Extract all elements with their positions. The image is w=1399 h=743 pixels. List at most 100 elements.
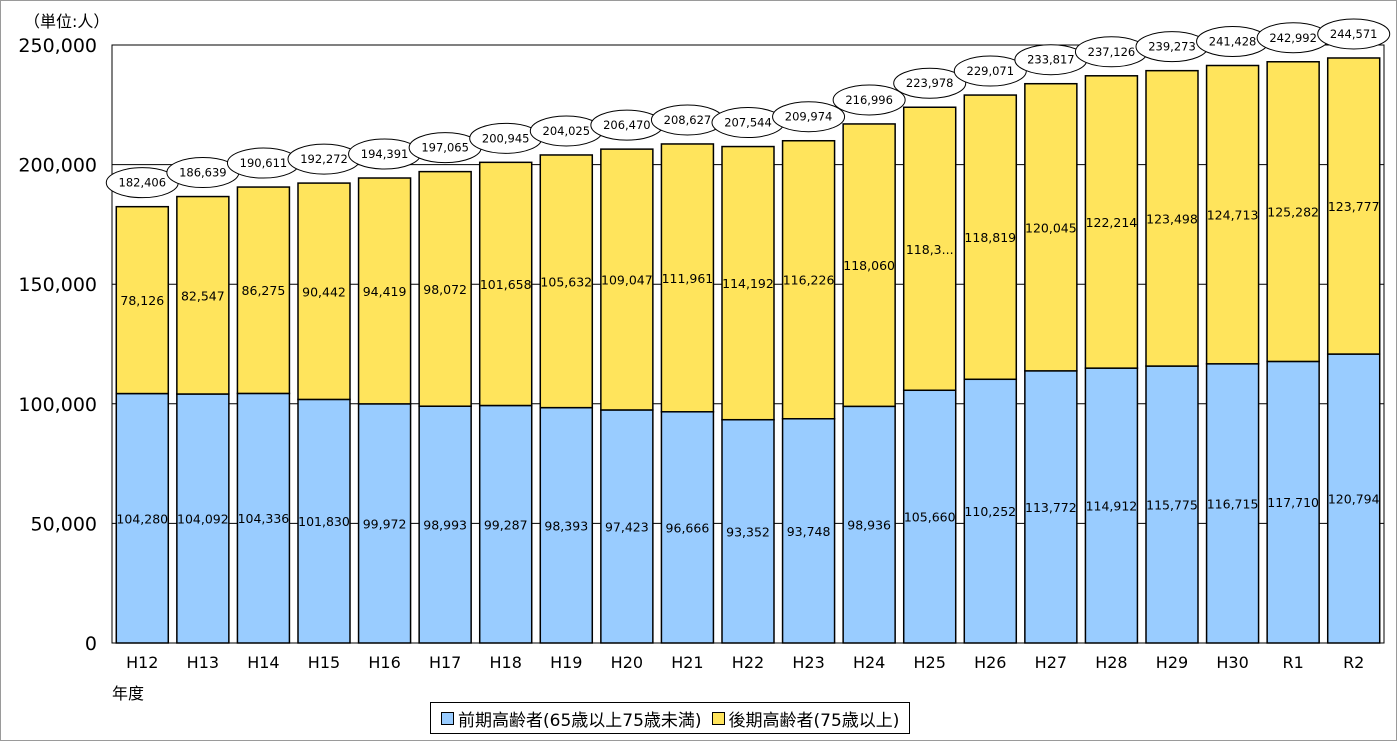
data-label-early-elderly: 115,775 — [1146, 498, 1198, 513]
data-label-late-elderly: 98,072 — [423, 282, 467, 297]
total-label: 207,544 — [724, 116, 772, 130]
data-label-early-elderly: 96,666 — [666, 520, 710, 535]
bar-early-elderly — [1326, 353, 1381, 644]
bar-early-elderly — [357, 403, 412, 644]
legend-label-late-elderly: 後期高齢者(75歳以上) — [728, 710, 900, 731]
data-label-early-elderly: 105,660 — [904, 510, 956, 525]
total-label: 206,470 — [603, 118, 651, 132]
x-tick-label: H29 — [1156, 653, 1188, 672]
legend-item-late-elderly: 後期高齢者(75歳以上) — [711, 706, 900, 731]
bar-late-elderly — [539, 154, 594, 409]
bar-early-elderly — [115, 392, 170, 644]
data-label-early-elderly: 98,393 — [544, 518, 588, 533]
x-tick-label: H22 — [732, 653, 764, 672]
data-label-early-elderly: 98,993 — [423, 518, 467, 533]
data-label-late-elderly: 118,3... — [906, 242, 954, 257]
data-label-late-elderly: 118,060 — [843, 258, 895, 273]
bar-late-elderly — [660, 143, 715, 413]
y-tick-label: 250,000 — [18, 35, 97, 57]
x-tick-label: H19 — [550, 653, 582, 672]
data-label-early-elderly: 104,092 — [177, 512, 229, 527]
bar-late-elderly — [902, 106, 957, 392]
x-tick-label: R2 — [1343, 653, 1364, 672]
data-label-late-elderly: 105,632 — [540, 274, 592, 289]
x-tick-label: R1 — [1282, 653, 1303, 672]
data-label-late-elderly: 114,192 — [722, 276, 774, 291]
bar-early-elderly — [660, 411, 715, 644]
total-label: 239,273 — [1148, 40, 1196, 54]
total-label: 186,639 — [179, 166, 227, 180]
data-label-late-elderly: 123,777 — [1328, 199, 1380, 214]
x-tick-label: H20 — [611, 653, 643, 672]
bar-early-elderly — [781, 418, 836, 644]
total-label: 237,126 — [1088, 45, 1136, 59]
bar-early-elderly — [842, 405, 896, 644]
x-tick-label: H26 — [974, 653, 1006, 672]
data-label-late-elderly: 111,961 — [662, 271, 714, 286]
total-label: 229,071 — [967, 64, 1015, 78]
data-label-early-elderly: 97,423 — [605, 519, 649, 534]
data-label-late-elderly: 122,214 — [1086, 215, 1138, 230]
bar-early-elderly — [963, 378, 1018, 644]
legend-swatch-early-elderly — [441, 711, 454, 725]
total-label: 200,945 — [482, 131, 530, 145]
bar-early-elderly — [1205, 363, 1260, 644]
legend-item-early-elderly: 前期高齢者(65歳以上75歳未満) — [441, 706, 702, 731]
total-label: 204,025 — [543, 124, 591, 138]
data-label-early-elderly: 104,280 — [116, 511, 168, 526]
bar-early-elderly — [600, 409, 654, 644]
data-label-early-elderly: 117,710 — [1267, 495, 1319, 510]
data-label-early-elderly: 120,794 — [1328, 492, 1380, 507]
bar-late-elderly — [418, 170, 472, 407]
data-label-early-elderly: 99,972 — [363, 516, 407, 531]
total-label: 190,611 — [240, 156, 288, 170]
bar-early-elderly — [418, 405, 472, 644]
data-label-early-elderly: 104,336 — [238, 511, 290, 526]
data-label-early-elderly: 113,772 — [1025, 500, 1077, 515]
legend-swatch-late-elderly — [711, 711, 725, 725]
data-label-late-elderly: 86,275 — [242, 283, 286, 298]
x-tick-label: H30 — [1216, 653, 1248, 672]
data-label-early-elderly: 101,830 — [298, 514, 350, 529]
bar-late-elderly — [1266, 61, 1320, 363]
data-label-late-elderly: 124,713 — [1207, 208, 1259, 223]
total-label: 241,428 — [1209, 35, 1257, 49]
y-tick-label: 100,000 — [18, 394, 97, 416]
x-tick-label: H27 — [1035, 653, 1067, 672]
x-tick-label: H17 — [429, 653, 461, 672]
legend: 前期高齢者(65歳以上75歳未満) 後期高齢者(75歳以上) — [430, 702, 911, 734]
x-tick-label: H15 — [308, 653, 340, 672]
total-label: 242,992 — [1269, 31, 1317, 45]
total-callout — [893, 67, 967, 99]
total-label: 244,571 — [1330, 27, 1378, 41]
x-tick-label: H13 — [187, 653, 219, 672]
total-label: 209,974 — [785, 110, 833, 124]
bar-late-elderly — [176, 195, 230, 395]
x-tick-label: H28 — [1095, 653, 1127, 672]
bar-late-elderly — [1205, 64, 1260, 365]
bar-late-elderly — [478, 161, 533, 407]
bar-early-elderly — [1266, 360, 1320, 644]
data-label-early-elderly: 99,287 — [484, 517, 528, 532]
bar-early-elderly — [721, 418, 775, 644]
bar-late-elderly — [963, 94, 1018, 381]
legend-label-early-elderly: 前期高齢者(65歳以上75歳未満) — [458, 710, 702, 731]
bar-late-elderly — [115, 205, 170, 395]
x-tick-label: H18 — [490, 653, 522, 672]
bar-late-elderly — [600, 148, 654, 411]
bar-early-elderly — [1145, 365, 1199, 644]
bar-late-elderly — [236, 186, 291, 395]
data-label-early-elderly: 116,715 — [1207, 496, 1259, 511]
data-label-early-elderly: 93,352 — [726, 524, 770, 539]
bar-early-elderly — [1024, 370, 1078, 644]
x-tick-label: H21 — [671, 653, 703, 672]
bar-late-elderly — [842, 123, 896, 408]
data-label-late-elderly: 125,282 — [1267, 205, 1319, 220]
bar-late-elderly — [1024, 82, 1078, 372]
unit-label: （単位:人） — [24, 12, 110, 31]
bar-late-elderly — [721, 145, 775, 421]
x-tick-label: H16 — [368, 653, 400, 672]
data-label-late-elderly: 123,498 — [1146, 211, 1198, 226]
